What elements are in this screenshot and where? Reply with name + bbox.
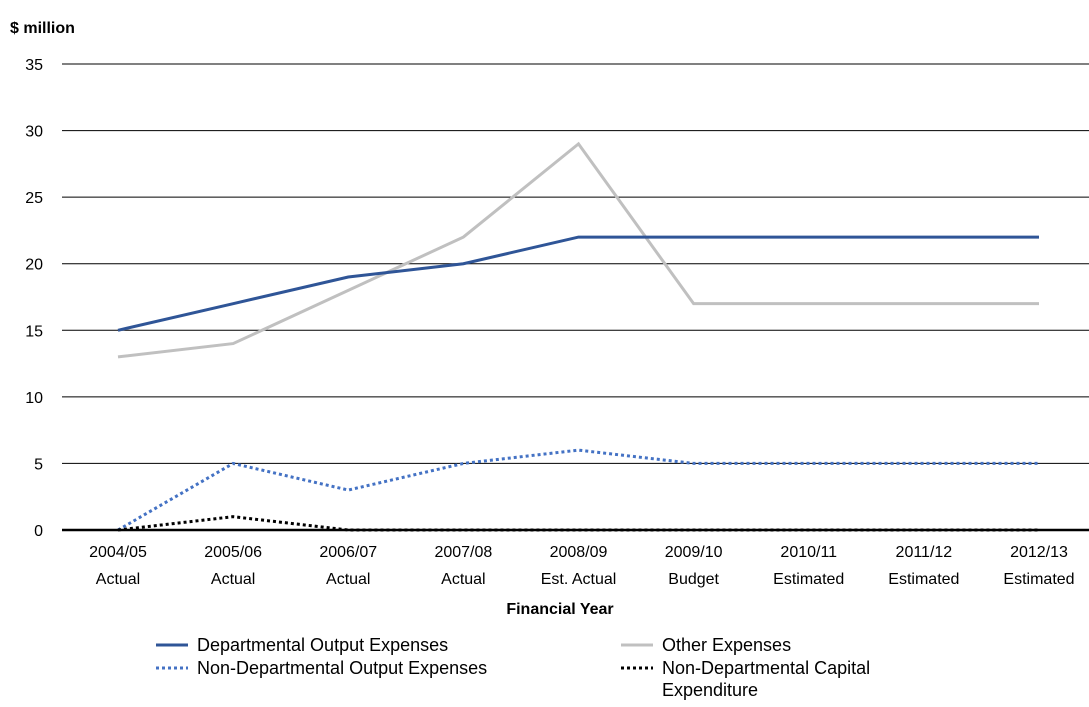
series-line-non-departmental-output-expenses <box>117 448 1039 532</box>
legend-label: Other Expenses <box>662 635 791 655</box>
x-tick-label: 2009/10 <box>665 544 723 561</box>
x-tick-sublabel: Actual <box>96 571 140 588</box>
x-axis-label: Financial Year <box>506 601 613 618</box>
legend-label: Expenditure <box>662 680 758 700</box>
x-tick-label: 2008/09 <box>550 544 608 561</box>
x-tick-sublabel: Budget <box>668 571 719 588</box>
y-tick-label: 15 <box>25 323 43 340</box>
y-axis-label: $ million <box>10 20 75 37</box>
x-tick-label: 2012/13 <box>1010 544 1068 561</box>
legend: Departmental Output Expenses Other Expens… <box>156 635 870 700</box>
y-axis-ticks: 0 5 10 15 20 25 30 35 <box>25 57 43 540</box>
x-tick-sublabel: Estimated <box>888 571 959 588</box>
legend-label: Departmental Output Expenses <box>197 635 448 655</box>
gridlines <box>62 63 1089 464</box>
legend-label: Non-Departmental Output Expenses <box>197 658 487 678</box>
y-tick-label: 10 <box>25 390 43 407</box>
x-tick-sublabel: Actual <box>211 571 255 588</box>
series-line-departmental-output-expenses <box>117 235 1039 332</box>
x-tick-label: 2004/05 <box>89 544 147 561</box>
series-lines <box>117 141 1039 532</box>
series-line-other-expenses <box>117 141 1039 359</box>
x-tick-sublabel: Estimated <box>1003 571 1074 588</box>
x-tick-sublabel: Est. Actual <box>541 571 617 588</box>
y-tick-label: 25 <box>25 190 43 207</box>
y-tick-label: 30 <box>25 124 43 141</box>
x-tick-label: 2005/06 <box>204 544 262 561</box>
series-line-non-departmental-capital-expenditure <box>117 515 1039 532</box>
x-tick-label: 2010/11 <box>780 544 837 561</box>
x-axis-ticks: 2004/05 Actual 2005/06 Actual 2006/07 Actual 2… <box>89 544 1074 588</box>
x-tick-sublabel: Actual <box>441 571 485 588</box>
x-tick-label: 2011/12 <box>896 544 953 561</box>
x-tick-sublabel: Actual <box>326 571 370 588</box>
y-tick-label: 35 <box>25 57 43 74</box>
legend-label: Non-Departmental Capital <box>662 658 870 678</box>
y-tick-label: 5 <box>34 456 43 473</box>
x-tick-label: 2007/08 <box>434 544 492 561</box>
y-tick-label: 0 <box>34 523 43 540</box>
y-tick-label: 20 <box>25 257 43 274</box>
x-tick-label: 2006/07 <box>319 544 377 561</box>
x-tick-sublabel: Estimated <box>773 571 844 588</box>
